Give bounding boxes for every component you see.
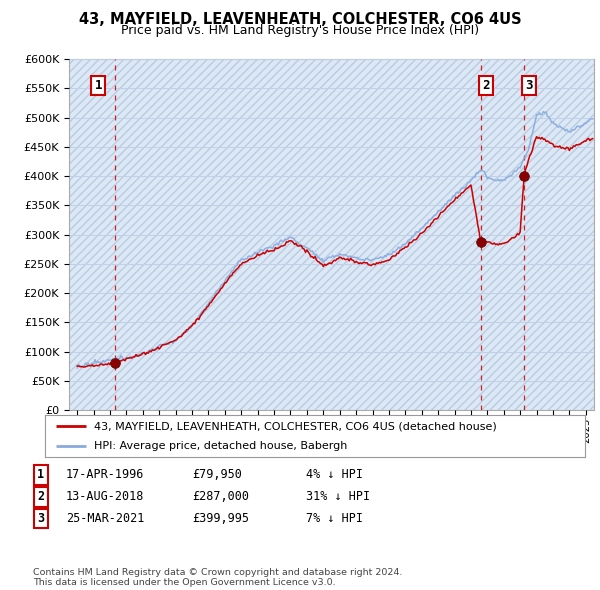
Text: 4% ↓ HPI: 4% ↓ HPI [306, 468, 363, 481]
Text: 17-APR-1996: 17-APR-1996 [66, 468, 145, 481]
Text: £399,995: £399,995 [192, 512, 249, 525]
Text: 13-AUG-2018: 13-AUG-2018 [66, 490, 145, 503]
Text: 2: 2 [37, 490, 44, 503]
Text: Contains HM Land Registry data © Crown copyright and database right 2024.
This d: Contains HM Land Registry data © Crown c… [33, 568, 403, 587]
Text: 43, MAYFIELD, LEAVENHEATH, COLCHESTER, CO6 4US: 43, MAYFIELD, LEAVENHEATH, COLCHESTER, C… [79, 12, 521, 27]
Text: £287,000: £287,000 [192, 490, 249, 503]
Text: 1: 1 [37, 468, 44, 481]
Text: £79,950: £79,950 [192, 468, 242, 481]
Text: Price paid vs. HM Land Registry's House Price Index (HPI): Price paid vs. HM Land Registry's House … [121, 24, 479, 37]
Text: 25-MAR-2021: 25-MAR-2021 [66, 512, 145, 525]
Text: HPI: Average price, detached house, Babergh: HPI: Average price, detached house, Babe… [94, 441, 347, 451]
Text: 2: 2 [482, 79, 490, 92]
Text: 31% ↓ HPI: 31% ↓ HPI [306, 490, 370, 503]
Text: 3: 3 [525, 79, 533, 92]
Text: 3: 3 [37, 512, 44, 525]
Text: 7% ↓ HPI: 7% ↓ HPI [306, 512, 363, 525]
Text: 1: 1 [95, 79, 102, 92]
Text: 43, MAYFIELD, LEAVENHEATH, COLCHESTER, CO6 4US (detached house): 43, MAYFIELD, LEAVENHEATH, COLCHESTER, C… [94, 421, 496, 431]
